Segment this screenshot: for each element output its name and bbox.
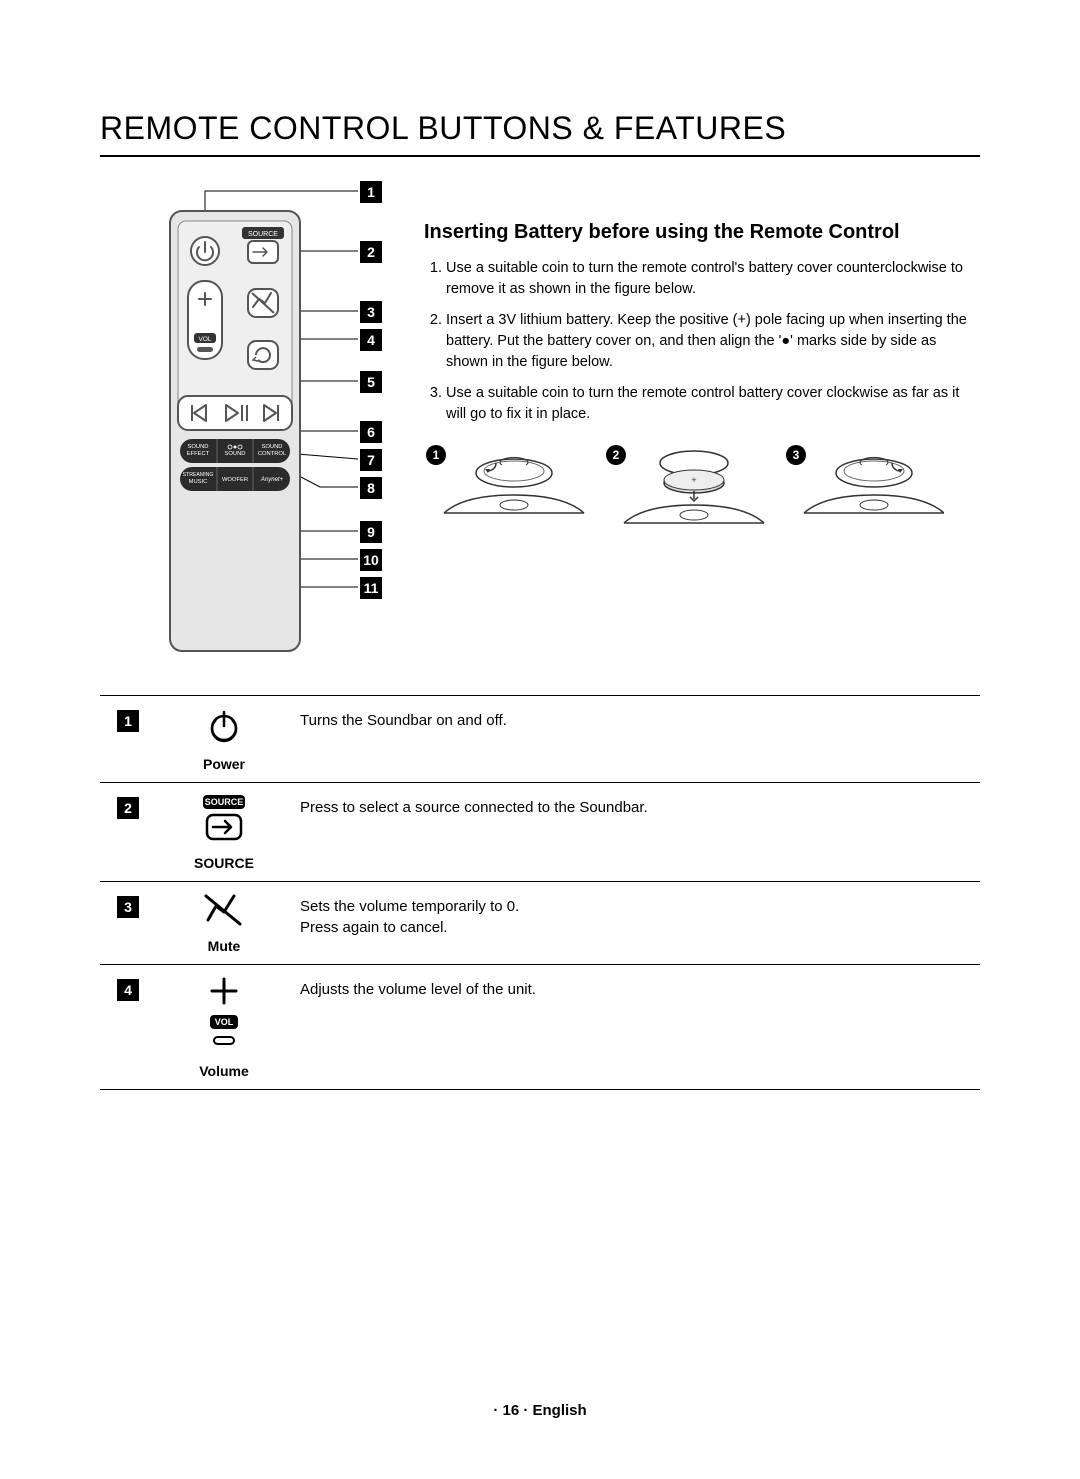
svg-text:SOURCE: SOURCE [205, 797, 244, 807]
callout-3: 3 [360, 301, 382, 323]
svg-text:2: 2 [613, 448, 620, 462]
upper-section: SOURCE VOL [100, 181, 980, 661]
page-footer: · 16 · English [0, 1402, 1080, 1419]
feature-number-badge: 1 [117, 710, 139, 732]
feature-number-badge: 4 [117, 979, 139, 1001]
svg-text:STREAMING: STREAMING [183, 472, 214, 478]
svg-text:MUSIC: MUSIC [189, 479, 208, 485]
feature-description: Press to select a source connected to th… [292, 783, 980, 882]
callout-7: 7 [360, 449, 382, 471]
battery-steps-list: Use a suitable coin to turn the remote c… [424, 258, 980, 425]
feature-number-badge: 3 [117, 896, 139, 918]
svg-text:CONTROL: CONTROL [258, 451, 287, 457]
feature-label: SOURCE [164, 855, 284, 871]
table-row: 4 VOL Volume Adjusts the volume level of… [100, 965, 980, 1090]
svg-text:3: 3 [793, 448, 800, 462]
source-icon: SOURCE [197, 793, 251, 845]
battery-subheading: Inserting Battery before using the Remot… [424, 221, 980, 244]
battery-step-1: Use a suitable coin to turn the remote c… [446, 258, 980, 300]
callout-8: 8 [360, 477, 382, 499]
svg-text:EFFECT: EFFECT [187, 451, 210, 457]
volume-icon: VOL [202, 975, 246, 1053]
feature-description: Sets the volume temporarily to 0.Press a… [292, 882, 980, 965]
callout-6: 6 [360, 421, 382, 443]
table-row: 3 Mute Sets the volume temporarily to 0.… [100, 882, 980, 965]
power-icon [204, 706, 244, 746]
remote-diagram-column: SOURCE VOL [100, 181, 400, 661]
svg-text:1: 1 [433, 448, 440, 462]
mute-icon [202, 892, 246, 928]
battery-step-3: Use a suitable coin to turn the remote c… [446, 383, 980, 425]
svg-text:SOUND: SOUND [225, 451, 246, 457]
feature-label: Volume [164, 1063, 284, 1079]
feature-description: Turns the Soundbar on and off. [292, 696, 980, 783]
features-table: 1 Power Turns the Soundbar on and off. 2 [100, 696, 980, 1090]
remote-diagram: SOURCE VOL [100, 181, 400, 661]
callout-11: 11 [360, 577, 382, 599]
callout-4: 4 [360, 329, 382, 351]
callout-9: 9 [360, 521, 382, 543]
callout-2: 2 [360, 241, 382, 263]
page-title: REMOTE CONTROL BUTTONS & FEATURES [100, 110, 980, 157]
svg-text:Anynet+: Anynet+ [260, 477, 284, 483]
callout-5: 5 [360, 371, 382, 393]
battery-step-2: Insert a 3V lithium battery. Keep the po… [446, 310, 980, 373]
callout-10: 10 [360, 549, 382, 571]
remote-source-label: SOURCE [248, 231, 278, 238]
remote-vol-label: VOL [198, 336, 211, 343]
svg-text:SOUND: SOUND [188, 444, 209, 450]
battery-diagram: 1 2 [424, 443, 980, 558]
svg-text:SOUND: SOUND [262, 444, 283, 450]
feature-label: Power [164, 756, 284, 772]
instructions-column: Inserting Battery before using the Remot… [424, 181, 980, 661]
feature-label: Mute [164, 938, 284, 954]
feature-description: Adjusts the volume level of the unit. [292, 965, 980, 1090]
callout-1: 1 [360, 181, 382, 203]
svg-text:+: + [691, 475, 696, 485]
table-row: 1 Power Turns the Soundbar on and off. [100, 696, 980, 783]
svg-text:VOL: VOL [215, 1017, 234, 1027]
feature-number-badge: 2 [117, 797, 139, 819]
svg-text:WOOFER: WOOFER [222, 477, 248, 483]
table-row: 2 SOURCE SOURCE Press to select a source… [100, 783, 980, 882]
